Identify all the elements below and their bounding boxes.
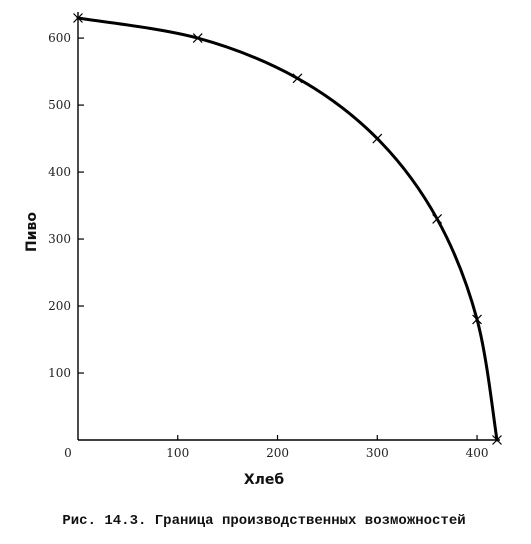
data-point-marker — [73, 13, 83, 23]
data-point-marker — [372, 133, 383, 144]
y-ticks: 100 200 300 400 500 600 — [48, 31, 84, 380]
x-ticks: 0 100 200 300 400 — [64, 435, 489, 460]
figure-caption: Рис. 14.3. Граница производственных возм… — [62, 513, 465, 529]
y-tick-label: 500 — [48, 98, 71, 112]
x-tick-label: 200 — [266, 446, 289, 460]
data-point-marker — [472, 314, 482, 325]
y-tick-label: 600 — [48, 31, 71, 45]
data-markers — [73, 13, 502, 445]
y-tick-label: 400 — [48, 165, 71, 179]
y-tick-label: 100 — [48, 366, 71, 380]
x-tick-label: 400 — [466, 446, 489, 460]
data-point-marker — [432, 214, 443, 224]
data-point-marker — [192, 33, 203, 44]
frontier-curve — [76, 16, 499, 442]
x-axis-title: Хлеб — [244, 472, 285, 488]
data-point-marker — [492, 435, 502, 445]
x-tick-label: 300 — [366, 446, 389, 460]
y-tick-label: 200 — [48, 299, 71, 313]
x-tick-label: 0 — [64, 446, 72, 460]
x-tick-label: 100 — [166, 446, 189, 460]
axes — [77, 12, 500, 441]
data-point-marker — [292, 73, 303, 84]
y-axis-title: Пиво — [24, 212, 40, 252]
y-tick-label: 300 — [48, 232, 71, 246]
